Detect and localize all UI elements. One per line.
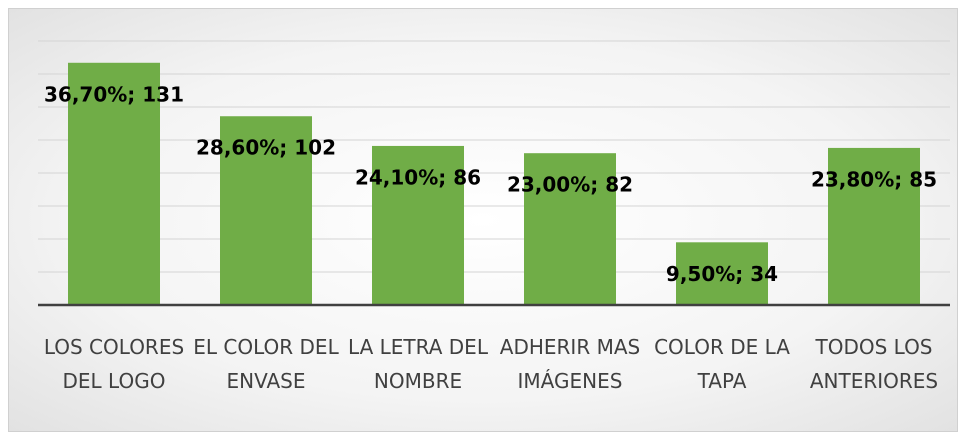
data-label: 24,10%; 86	[355, 165, 481, 189]
data-label: 28,60%; 102	[196, 136, 336, 160]
x-tick-label: COLOR DE LA TAPA	[654, 335, 790, 393]
x-tick-label: TODOS LOS ANTERIORES	[809, 335, 939, 393]
bar	[68, 62, 160, 305]
bar	[676, 242, 768, 305]
data-label: 23,80%; 85	[811, 167, 937, 191]
bar	[524, 153, 616, 305]
x-tick-label: LA LETRA DEL NOMBRE	[348, 335, 488, 393]
x-tick-label: ADHERIR MAS IMÁGENES	[499, 335, 641, 393]
bar	[828, 147, 920, 305]
data-label: 23,00%; 82	[507, 173, 633, 197]
bar	[372, 145, 464, 305]
data-label: 9,50%; 34	[666, 262, 778, 286]
bar	[220, 116, 312, 306]
x-tick-label: LOS COLORES DEL LOGO	[43, 335, 185, 393]
x-tick-label: EL COLOR DEL ENVASE	[193, 335, 339, 393]
chart-area	[8, 8, 958, 432]
data-label: 36,70%; 131	[44, 82, 184, 106]
